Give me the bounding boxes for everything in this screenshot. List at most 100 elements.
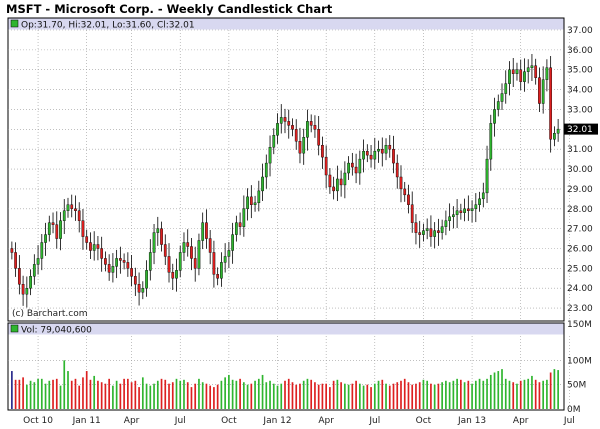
- volume-bar: [456, 378, 458, 409]
- candle-body: [193, 258, 197, 269]
- volume-bar: [280, 383, 283, 409]
- volume-bar: [254, 380, 256, 409]
- x-tick-label: Jan 13: [457, 416, 486, 426]
- x-axis-labels: Oct 10 Jan 11 Apr Jul Oct Jan 12 Apr Jul Oct Jan …: [23, 416, 575, 426]
- candle-body: [403, 188, 407, 196]
- candle-body: [448, 216, 451, 221]
- volume-bar: [310, 379, 313, 409]
- candle-body: [130, 268, 133, 277]
- volume-bar: [482, 380, 485, 409]
- candle-body: [324, 156, 328, 176]
- volume-bar: [460, 379, 462, 409]
- volume-bar: [153, 383, 155, 409]
- volume-bar: [97, 380, 99, 409]
- candle-body: [253, 202, 257, 205]
- volume-bar: [317, 384, 320, 409]
- price-legend-bar: [8, 18, 564, 30]
- candle-body: [220, 262, 223, 279]
- candle-body: [493, 109, 496, 124]
- volume-bar: [138, 387, 140, 409]
- volume-bar: [441, 382, 443, 409]
- candle-body: [354, 166, 358, 174]
- volume-bar: [224, 377, 226, 409]
- candle-body: [66, 204, 70, 211]
- volume-bar: [127, 378, 129, 409]
- x-tick-label: Apr: [513, 416, 529, 426]
- candle-body: [74, 208, 77, 211]
- volume-bar: [534, 379, 537, 409]
- candle-body: [264, 162, 268, 178]
- candle-body: [541, 79, 545, 104]
- candle-body: [208, 238, 212, 253]
- x-tick-label: Jul: [174, 416, 186, 426]
- volume-bar: [542, 380, 545, 409]
- candle-body: [556, 128, 560, 134]
- candle-body: [500, 93, 504, 102]
- candle-body: [538, 77, 541, 104]
- volume-bar: [493, 372, 496, 409]
- volume-bar: [216, 384, 219, 409]
- x-tick-label: Jul: [368, 416, 380, 426]
- volume-bar: [141, 377, 144, 409]
- candle-body: [294, 129, 298, 142]
- volume-bar: [546, 379, 548, 409]
- candle-body: [70, 204, 74, 209]
- volume-bar: [527, 378, 530, 409]
- volume-bar: [190, 387, 193, 409]
- volume-bar: [516, 383, 518, 409]
- volume-bar: [314, 382, 316, 409]
- volume-bar: [257, 378, 260, 409]
- volume-bar: [119, 383, 122, 409]
- candle-body: [59, 220, 62, 239]
- candle-body: [511, 69, 515, 74]
- candle-body: [384, 145, 388, 154]
- candle-body: [25, 288, 29, 295]
- price-tick-label: 30.00: [567, 165, 593, 175]
- candle-body: [380, 148, 384, 154]
- candle-body: [115, 258, 118, 267]
- candle-body: [104, 258, 107, 265]
- volume-bar: [295, 384, 298, 409]
- volume-bar: [284, 380, 286, 409]
- volume-bar: [198, 378, 200, 409]
- volume-bar: [63, 360, 66, 409]
- candle-body: [399, 176, 403, 190]
- candle-body: [171, 272, 175, 279]
- volume-bar: [336, 379, 339, 409]
- volume-bar: [269, 380, 271, 409]
- candle-body: [133, 276, 137, 285]
- price-panel-frame: [7, 17, 565, 322]
- candle-body: [485, 158, 489, 194]
- candle-body: [504, 83, 508, 94]
- volume-bar: [377, 380, 380, 409]
- volume-bars: [11, 360, 559, 409]
- candle-body: [100, 248, 104, 259]
- last-price-marker: 32.01: [564, 123, 598, 135]
- candle-body: [452, 214, 455, 217]
- volume-bar: [299, 383, 301, 409]
- volume-bar: [531, 375, 533, 409]
- candle-body: [40, 242, 44, 259]
- volume-bar: [325, 383, 327, 409]
- volume-bar: [194, 383, 197, 409]
- price-tick-label: 34.00: [567, 86, 593, 96]
- volume-bar: [239, 378, 241, 409]
- volume-bar: [108, 378, 110, 409]
- candle-body: [373, 150, 377, 160]
- volume-bar: [209, 385, 212, 409]
- volume-bar: [149, 385, 152, 409]
- volume-bar: [519, 380, 522, 409]
- volume-legend-swatch: [10, 324, 19, 333]
- candle-body: [343, 172, 347, 186]
- candle-body: [145, 270, 148, 289]
- volume-bar: [538, 382, 541, 409]
- volume-bar: [553, 369, 556, 409]
- candle-body: [336, 178, 339, 192]
- candle-body: [32, 264, 36, 277]
- candle-body: [519, 69, 523, 82]
- volume-bar: [14, 379, 17, 409]
- volume-bar: [82, 377, 84, 409]
- candles: [10, 54, 560, 308]
- candle-body: [47, 222, 51, 235]
- candle-body: [163, 244, 167, 257]
